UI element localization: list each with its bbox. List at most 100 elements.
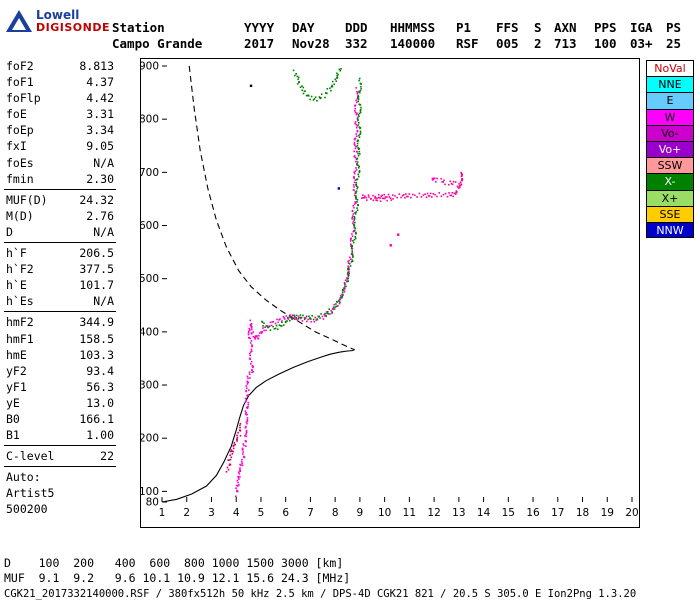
legend-item-nne[interactable]: NNE (646, 76, 694, 93)
echo-point (359, 89, 362, 92)
echo-point (442, 181, 444, 183)
legend-item-ssw[interactable]: SSW (646, 157, 694, 174)
echo-point (325, 311, 328, 313)
echo-point (450, 182, 453, 185)
legend-item-w[interactable]: W (646, 108, 694, 125)
echo-point (276, 318, 278, 321)
echo-point (357, 148, 360, 150)
echo-point (355, 133, 357, 135)
echo-point (248, 337, 250, 339)
x-tick-label: 2 (183, 507, 190, 519)
legend-item-e[interactable]: E (646, 92, 694, 109)
echo-point (346, 278, 349, 281)
echo-point (422, 194, 425, 196)
echo-point (350, 237, 352, 240)
echo-point (248, 357, 251, 360)
param-row-fof2: foF2 8.813 (4, 58, 116, 74)
param-key-b1: B1 (6, 428, 20, 443)
echo-point (355, 192, 357, 194)
echo-point (236, 490, 238, 493)
legend-item-sse[interactable]: SSE (646, 205, 694, 222)
echo-point (431, 196, 433, 198)
legend-item-vo-[interactable]: Vo- (646, 124, 694, 141)
legend-item-x-[interactable]: X+ (646, 189, 694, 206)
echo-point (357, 113, 360, 116)
echo-point (249, 352, 251, 355)
echo-point (245, 431, 248, 434)
legend-item-vo-[interactable]: Vo+ (646, 140, 694, 158)
echo-point (303, 316, 306, 319)
echo-point (390, 199, 393, 201)
echo-point (353, 141, 356, 144)
echo-point (289, 319, 291, 322)
echo-point (251, 365, 254, 367)
echo-point (356, 163, 358, 165)
echo-point (357, 119, 359, 121)
echo-point (355, 113, 358, 116)
echo-point (375, 199, 377, 201)
echo-point (414, 194, 416, 197)
echo-point (229, 454, 231, 456)
echo-point (245, 421, 248, 423)
echo-point (400, 196, 402, 199)
echo-point (235, 487, 237, 489)
echo-point (358, 77, 361, 80)
y-tick-label: 100 (140, 486, 159, 498)
echo-point (249, 337, 251, 340)
extra-marker-4 (431, 177, 435, 181)
param-row-foflp: foFlp 4.42 (4, 90, 116, 106)
echo-point (239, 468, 241, 471)
param-value-hpes: N/A (93, 294, 114, 309)
echo-point (330, 89, 332, 92)
echo-point (349, 265, 352, 267)
echo-point (410, 196, 412, 199)
echo-point (351, 233, 353, 235)
echo-point (355, 233, 357, 235)
echo-point (384, 196, 387, 198)
legend-item-x-[interactable]: X- (646, 173, 694, 190)
echo-point (357, 96, 360, 98)
echo-point (335, 80, 337, 82)
echo-point (345, 285, 347, 288)
legend-item-noval[interactable]: NoVal (646, 60, 694, 77)
echo-point (252, 335, 255, 338)
echo-point (289, 316, 291, 318)
echo-point (301, 320, 304, 322)
echo-point (358, 103, 360, 106)
param-key-d: D (6, 224, 13, 239)
echo-point (300, 316, 303, 319)
echo-point (374, 195, 376, 198)
param-key-fxi: fxI (6, 139, 27, 154)
param-key-fof2: foF2 (6, 59, 34, 73)
echo-point (351, 250, 354, 253)
echo-point (346, 273, 349, 275)
y-tick-label: 600 (140, 220, 159, 232)
echo-point (388, 196, 391, 198)
logo-brand-top: Lowell (36, 8, 80, 22)
echo-point (401, 194, 404, 197)
echo-point (357, 98, 360, 101)
echo-point (444, 192, 447, 195)
echo-point (340, 294, 342, 297)
echo-point (282, 315, 285, 318)
echo-point (251, 345, 253, 348)
echo-point (245, 433, 247, 436)
echo-point (352, 255, 354, 257)
echo-point (237, 431, 239, 434)
echo-point (358, 134, 360, 137)
echo-point (429, 192, 432, 195)
echo-point (256, 335, 258, 338)
param-row-foe: foE 3.31 (4, 106, 116, 122)
echo-point (231, 450, 233, 452)
header-value-yyyy: 2017 (244, 36, 275, 51)
echo-point (438, 192, 440, 194)
param-row-b0: B0 166.1 (4, 411, 116, 427)
echo-point (343, 291, 346, 293)
echo-point (301, 85, 303, 87)
legend-item-nnw[interactable]: NNW (646, 221, 694, 239)
echo-point (247, 331, 250, 334)
echo-point (315, 319, 317, 321)
echo-point (236, 438, 238, 440)
echo-point (342, 289, 344, 291)
header-label-ffs: FFS (496, 20, 519, 35)
